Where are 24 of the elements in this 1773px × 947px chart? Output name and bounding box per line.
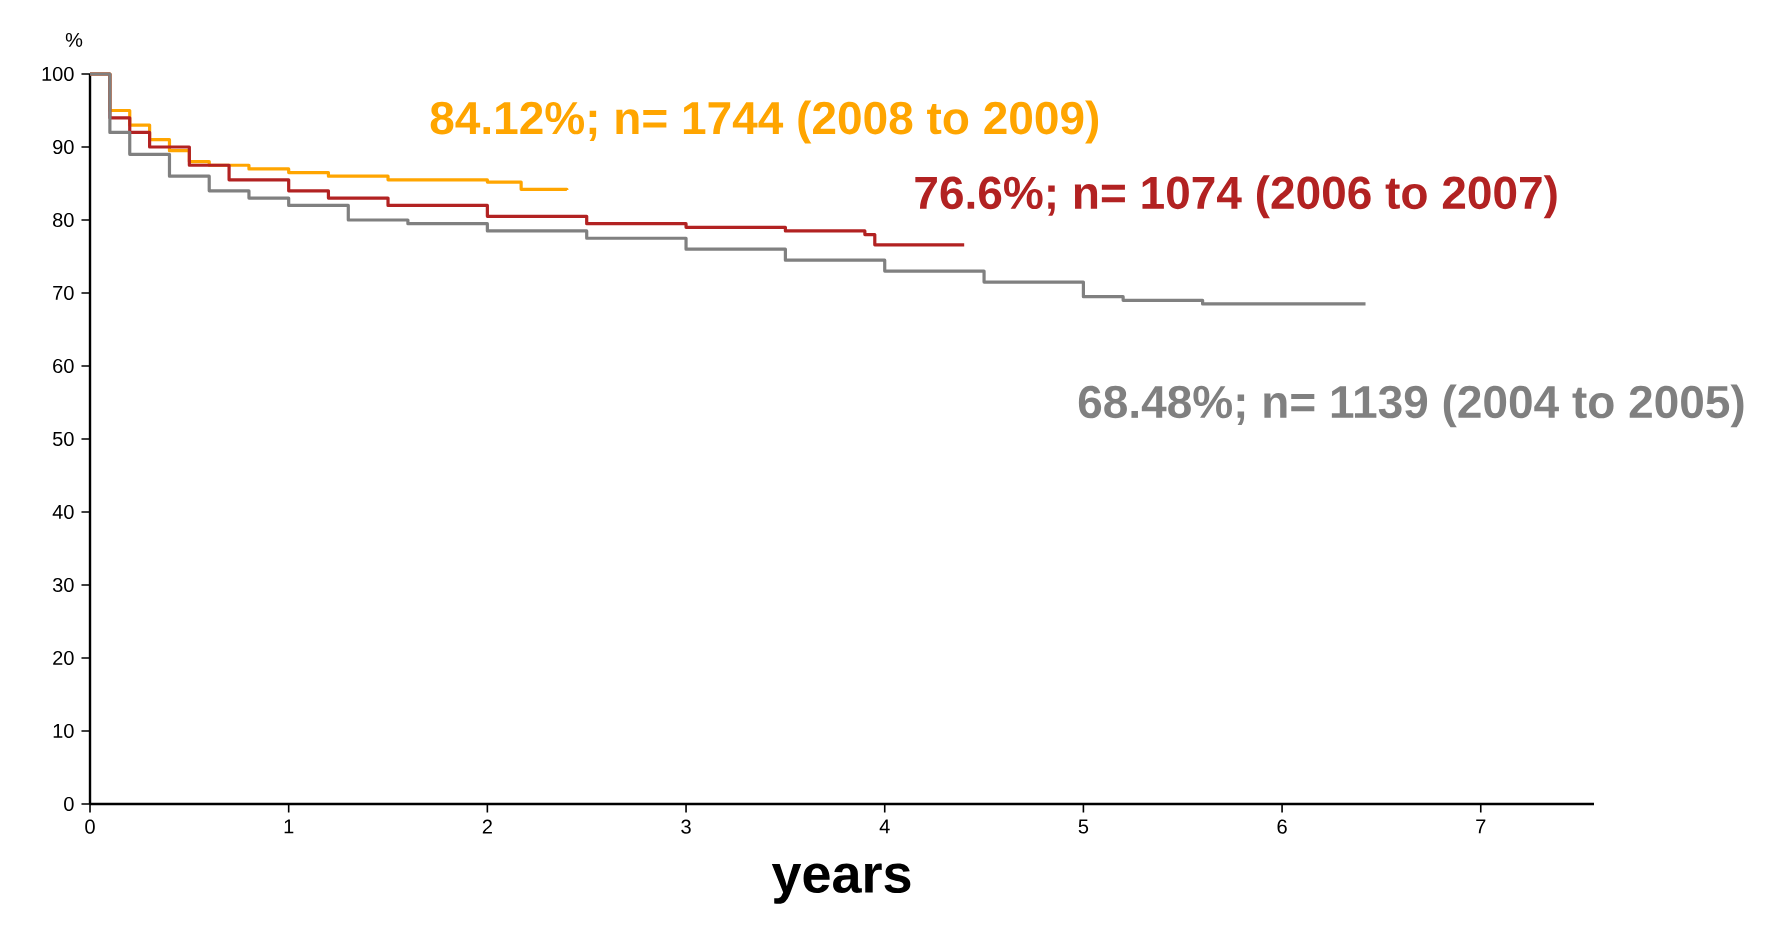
y-tick-label: 80 (53, 212, 74, 228)
x-tick-label: 4 (879, 819, 890, 834)
y-tick-label: 100 (42, 66, 74, 82)
series-label: 68.48%; n= 1139 (2004 to 2005) (1078, 384, 1744, 428)
y-tick-label: 60 (53, 358, 74, 374)
x-tick-label: 0 (85, 819, 95, 834)
x-tick-label: 7 (1476, 819, 1486, 834)
y-tick-label: 10 (53, 723, 74, 739)
series-label: 76.6%; n= 1074 (2006 to 2007) (915, 175, 1557, 219)
series-label: 84.12%; n= 1744 (2008 to 2009) (430, 100, 1099, 144)
x-tick-label: 6 (1277, 819, 1287, 834)
y-tick-label: 30 (52, 577, 74, 593)
y-tick-label: 0 (64, 796, 74, 812)
x-tick-label: 5 (1078, 819, 1089, 834)
y-tick-label: 40 (52, 504, 74, 520)
x-tick-label: 2 (482, 819, 492, 834)
y-tick-label: 90 (53, 139, 74, 155)
y-tick-label: 70 (53, 285, 74, 301)
x-tick-label: 1 (284, 819, 294, 834)
x-tick-label: 3 (681, 819, 691, 834)
x-axis-title: years (771, 863, 911, 904)
y-tick-label: 50 (52, 431, 74, 447)
y-axis-title: % (65, 32, 83, 47)
y-tick-label: 20 (53, 650, 74, 666)
